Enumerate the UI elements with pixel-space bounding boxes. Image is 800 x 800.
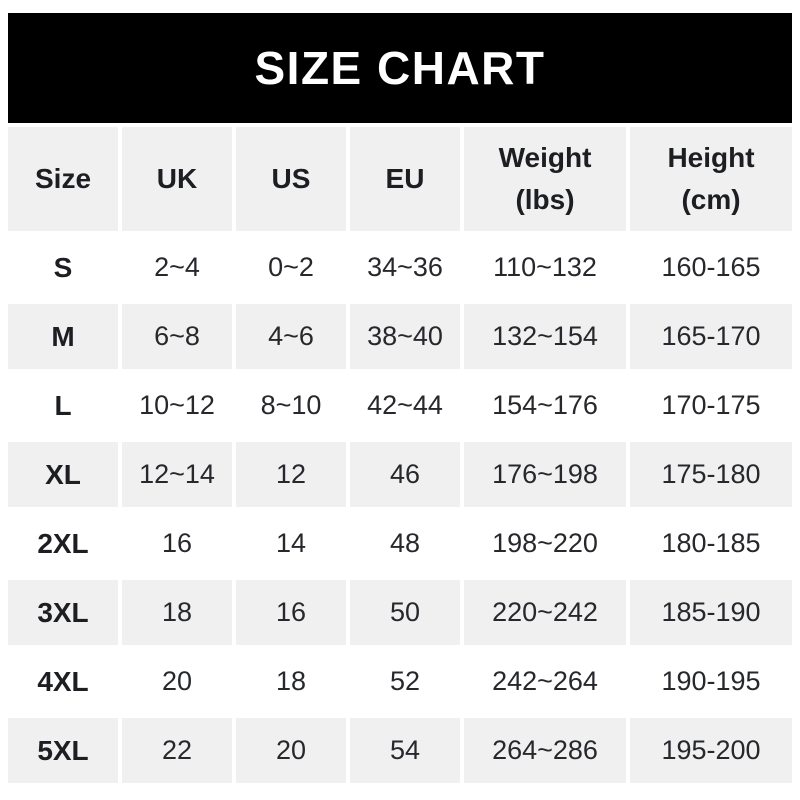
us-cell: 4~6 — [236, 304, 346, 369]
weight-cell: 110~132 — [464, 235, 626, 300]
table-row: S 2~4 0~2 34~36 110~132 160-165 — [8, 235, 792, 300]
us-cell: 16 — [236, 580, 346, 645]
size-chart-banner: SIZE CHART — [8, 13, 792, 123]
table-row: 4XL 20 18 52 242~264 190-195 — [8, 649, 792, 714]
weight-cell: 132~154 — [464, 304, 626, 369]
weight-cell: 198~220 — [464, 511, 626, 576]
table-row: 3XL 18 16 50 220~242 185-190 — [8, 580, 792, 645]
table-row: 2XL 16 14 48 198~220 180-185 — [8, 511, 792, 576]
height-cell: 160-165 — [630, 235, 792, 300]
eu-cell: 38~40 — [350, 304, 460, 369]
size-chart-title: SIZE CHART — [254, 42, 546, 94]
weight-cell: 176~198 — [464, 442, 626, 507]
table-row: XL 12~14 12 46 176~198 175-180 — [8, 442, 792, 507]
column-header-size: Size — [8, 127, 118, 231]
height-cell: 165-170 — [630, 304, 792, 369]
uk-cell: 2~4 — [122, 235, 232, 300]
uk-cell: 6~8 — [122, 304, 232, 369]
height-cell: 185-190 — [630, 580, 792, 645]
header-row: Size UK US EU Weight (lbs) Height (cm) — [8, 127, 792, 231]
column-header-weight: Weight (lbs) — [464, 127, 626, 231]
uk-cell: 22 — [122, 718, 232, 783]
column-header-height: Height (cm) — [630, 127, 792, 231]
eu-cell: 48 — [350, 511, 460, 576]
height-cell: 190-195 — [630, 649, 792, 714]
height-cell: 170-175 — [630, 373, 792, 438]
size-cell: 5XL — [8, 718, 118, 783]
size-cell: 2XL — [8, 511, 118, 576]
size-cell: 4XL — [8, 649, 118, 714]
uk-cell: 16 — [122, 511, 232, 576]
weight-cell: 264~286 — [464, 718, 626, 783]
height-cell: 180-185 — [630, 511, 792, 576]
size-cell: S — [8, 235, 118, 300]
eu-cell: 42~44 — [350, 373, 460, 438]
eu-cell: 52 — [350, 649, 460, 714]
table-row: 5XL 22 20 54 264~286 195-200 — [8, 718, 792, 783]
eu-cell: 34~36 — [350, 235, 460, 300]
table-row: L 10~12 8~10 42~44 154~176 170-175 — [8, 373, 792, 438]
weight-cell: 242~264 — [464, 649, 626, 714]
eu-cell: 54 — [350, 718, 460, 783]
uk-cell: 20 — [122, 649, 232, 714]
uk-cell: 18 — [122, 580, 232, 645]
weight-cell: 154~176 — [464, 373, 626, 438]
us-cell: 0~2 — [236, 235, 346, 300]
uk-cell: 10~12 — [122, 373, 232, 438]
us-cell: 8~10 — [236, 373, 346, 438]
table-row: M 6~8 4~6 38~40 132~154 165-170 — [8, 304, 792, 369]
weight-cell: 220~242 — [464, 580, 626, 645]
height-cell: 175-180 — [630, 442, 792, 507]
us-cell: 20 — [236, 718, 346, 783]
us-cell: 12 — [236, 442, 346, 507]
eu-cell: 46 — [350, 442, 460, 507]
us-cell: 14 — [236, 511, 346, 576]
size-cell: M — [8, 304, 118, 369]
column-header-eu: EU — [350, 127, 460, 231]
size-chart-table: Size UK US EU Weight (lbs) Height (cm) S… — [4, 123, 796, 787]
size-cell: L — [8, 373, 118, 438]
eu-cell: 50 — [350, 580, 460, 645]
column-header-us: US — [236, 127, 346, 231]
size-cell: XL — [8, 442, 118, 507]
height-cell: 195-200 — [630, 718, 792, 783]
us-cell: 18 — [236, 649, 346, 714]
column-header-uk: UK — [122, 127, 232, 231]
uk-cell: 12~14 — [122, 442, 232, 507]
size-cell: 3XL — [8, 580, 118, 645]
